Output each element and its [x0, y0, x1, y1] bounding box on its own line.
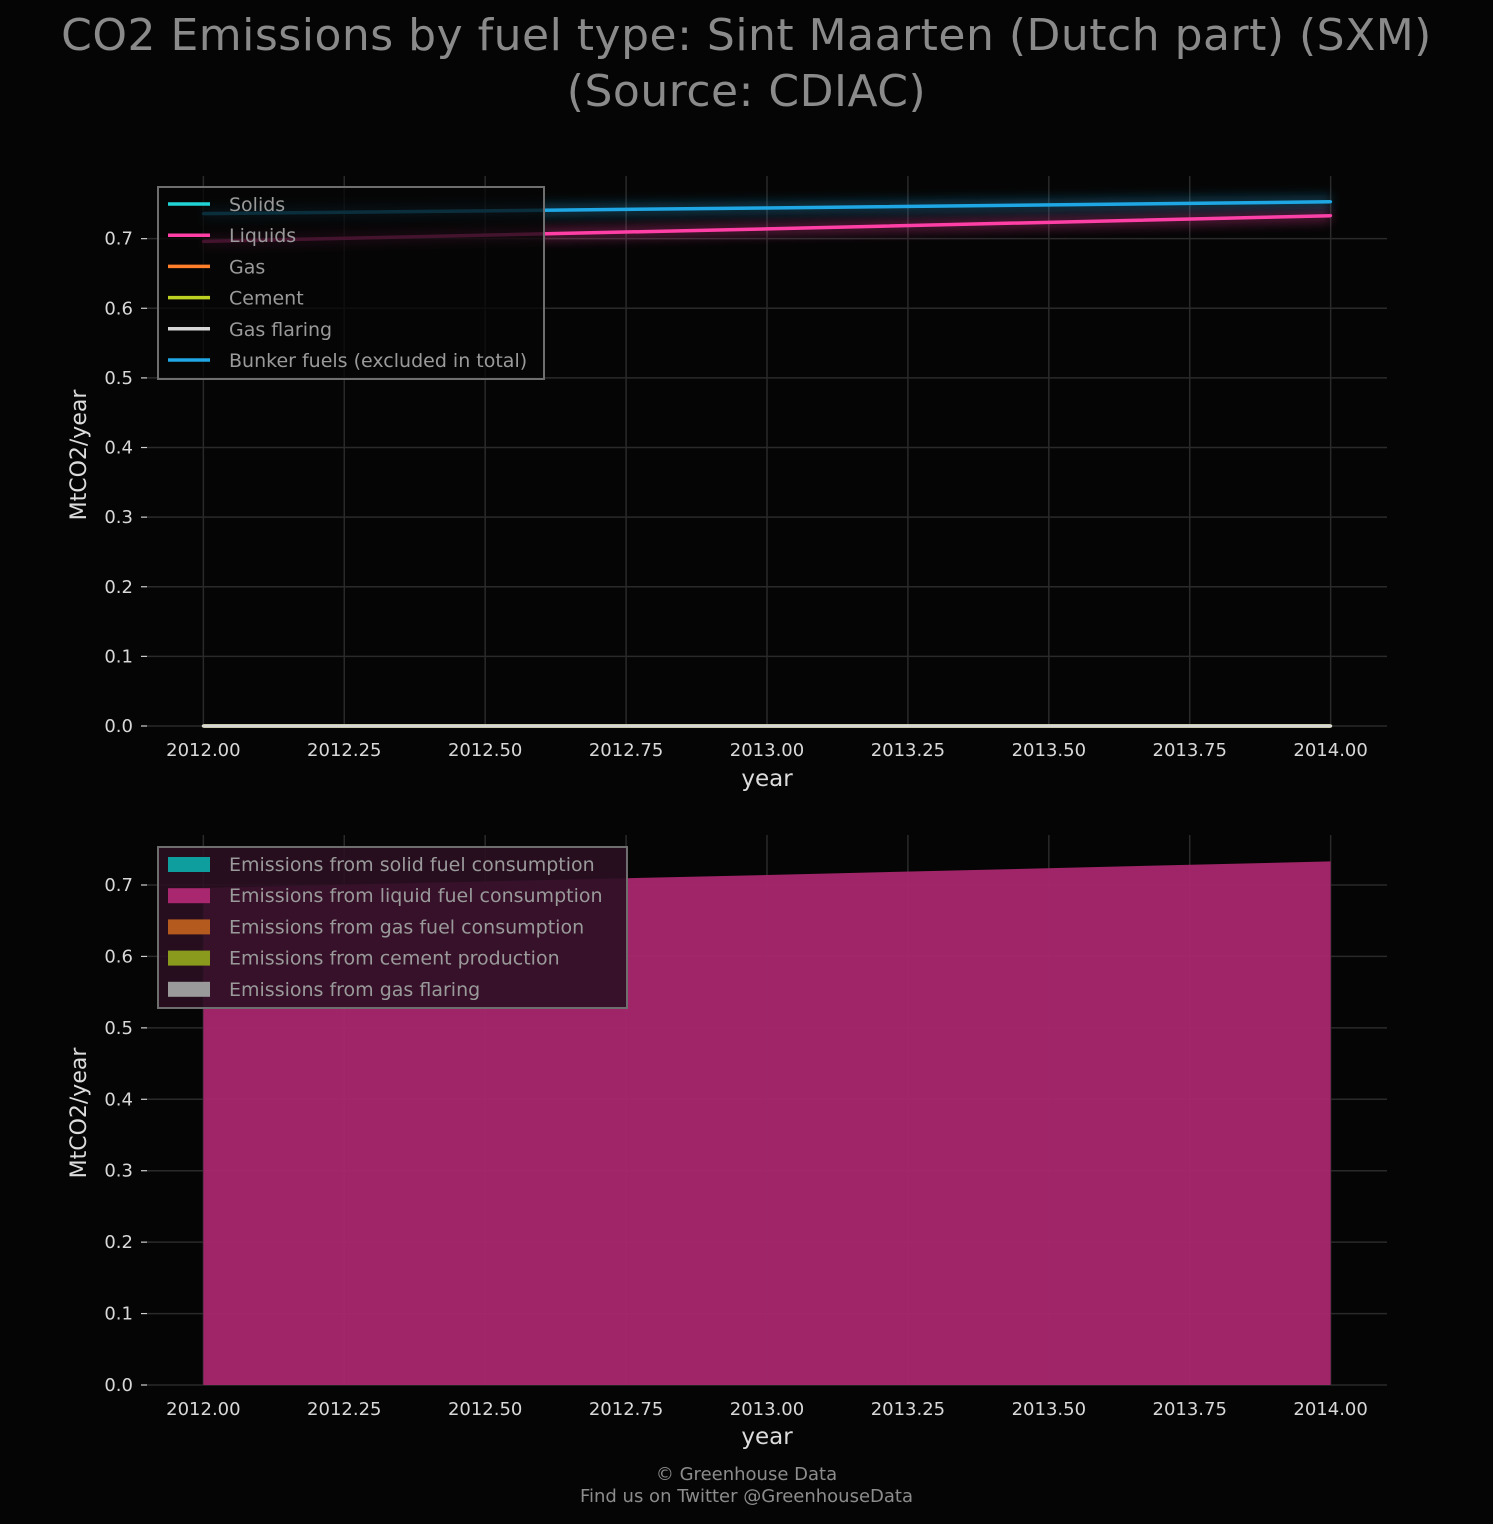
legend: Emissions from solid fuel consumption Emi…	[157, 846, 628, 1009]
y-axis-label: MtCO2/year	[67, 389, 92, 521]
legend-swatch	[168, 857, 210, 872]
x-tick-label: 2014.00	[1293, 740, 1367, 761]
y-tick-label: 0.3	[104, 1161, 133, 1182]
x-tick-label: 2013.25	[871, 740, 945, 761]
data-point	[1329, 214, 1333, 218]
y-tick-label: 0.5	[104, 368, 133, 389]
chart-title-line-2: (Source: CDIAC)	[566, 66, 927, 117]
data-point	[201, 724, 205, 728]
legend-label: Gas flaring	[229, 319, 332, 341]
legend-label: Emissions from solid fuel consumption	[229, 854, 595, 876]
legend-swatch	[168, 888, 210, 904]
legend-box	[157, 186, 545, 380]
x-tick-label: 2014.00	[1293, 1399, 1367, 1420]
y-tick-label: 0.1	[104, 646, 133, 667]
legend-swatch	[168, 981, 210, 997]
y-tick-label: 0.3	[104, 507, 133, 528]
y-tick-label: 0.4	[104, 438, 133, 459]
y-tick-label: 0.0	[104, 716, 133, 737]
twitter-text: Find us on Twitter @GreenhouseData	[579, 1486, 914, 1507]
x-axis: 2012.00 2012.25 2012.50 2012.75 2013.00 2013.…	[166, 1399, 1368, 1420]
data-point	[765, 724, 769, 728]
legend-label: Bunker fuels (excluded in total)	[229, 350, 527, 372]
x-axis-label: year	[741, 1424, 793, 1450]
y-tick-label: 0.0	[104, 1375, 133, 1396]
x-tick-label: 2012.75	[589, 740, 663, 761]
y-tick-label: 0.2	[104, 577, 133, 598]
legend-label: Emissions from cement production	[229, 948, 560, 970]
legend: Solids Liquids Gas Cement Gas flaring Bunker …	[157, 186, 545, 380]
x-axis: 2012.00 2012.25 2012.50 2012.75 2013.00 2013.…	[166, 740, 1368, 761]
y-axis-label: MtCO2/year	[67, 1047, 92, 1179]
y-tick-label: 0.1	[104, 1304, 133, 1325]
x-tick-label: 2012.00	[166, 1399, 240, 1420]
x-tick-label: 2013.75	[1153, 1399, 1227, 1420]
plot-area	[201, 194, 1333, 733]
chart-title-line-1: CO2 Emissions by fuel type: Sint Maarten…	[61, 10, 1432, 61]
legend-label: Emissions from liquid fuel consumption	[229, 885, 603, 907]
y-tick-label: 0.6	[104, 298, 133, 319]
y-tick-label: 0.6	[104, 946, 133, 967]
legend-label: Solids	[229, 194, 285, 216]
x-tick-label: 2012.25	[307, 1399, 381, 1420]
legend-label: Gas	[229, 256, 265, 278]
x-tick-label: 2012.75	[589, 1399, 663, 1420]
x-tick-label: 2013.00	[730, 1399, 804, 1420]
footer: © Greenhouse Data Find us on Twitter @Gr…	[0, 1464, 1493, 1508]
legend-box	[157, 846, 628, 1009]
x-axis-label: year	[741, 766, 793, 792]
x-tick-label: 2013.50	[1012, 1399, 1086, 1420]
x-tick-label: 2013.75	[1153, 740, 1227, 761]
copyright-text: © Greenhouse Data	[655, 1464, 838, 1485]
data-point	[1329, 200, 1333, 204]
legend-label: Emissions from gas fuel consumption	[229, 916, 584, 938]
legend-label: Emissions from gas flaring	[229, 979, 480, 1001]
x-tick-label: 2013.25	[871, 1399, 945, 1420]
x-tick-label: 2013.50	[1012, 740, 1086, 761]
y-tick-label: 0.2	[104, 1232, 133, 1253]
data-point	[765, 227, 769, 231]
legend-label: Liquids	[229, 225, 296, 247]
legend-label: Cement	[229, 288, 304, 310]
legend-swatch	[168, 919, 210, 935]
y-tick-label: 0.5	[104, 1018, 133, 1039]
x-tick-label: 2013.00	[730, 740, 804, 761]
series-gas-flaring	[201, 719, 1333, 733]
x-tick-label: 2012.25	[307, 740, 381, 761]
y-axis: 0.0 0.1 0.2 0.3 0.4 0.5 0.6 0.7	[104, 875, 147, 1396]
x-tick-label: 2012.50	[448, 1399, 522, 1420]
y-axis: 0.0 0.1 0.2 0.3 0.4 0.5 0.6 0.7	[104, 229, 147, 737]
y-tick-label: 0.4	[104, 1089, 133, 1110]
legend-swatch	[168, 950, 210, 966]
data-point	[1329, 724, 1333, 728]
y-tick-label: 0.7	[104, 229, 133, 250]
chart-title: CO2 Emissions by fuel type: Sint Maarten…	[0, 8, 1493, 120]
x-tick-label: 2012.50	[448, 740, 522, 761]
x-tick-label: 2012.00	[166, 740, 240, 761]
data-point	[765, 206, 769, 210]
y-tick-label: 0.7	[104, 875, 133, 896]
